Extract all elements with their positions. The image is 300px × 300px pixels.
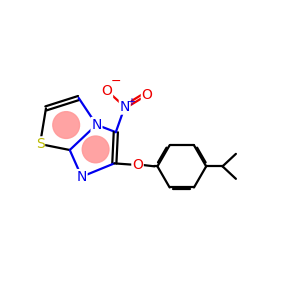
Text: N: N	[91, 118, 102, 132]
Text: N: N	[76, 170, 87, 184]
Text: −: −	[111, 74, 122, 88]
Circle shape	[53, 112, 80, 138]
Text: N: N	[119, 100, 130, 114]
Text: S: S	[36, 137, 44, 151]
Text: +: +	[127, 97, 135, 106]
Text: O: O	[132, 158, 143, 172]
Text: O: O	[142, 88, 152, 102]
Circle shape	[82, 136, 109, 163]
Text: O: O	[101, 84, 112, 98]
